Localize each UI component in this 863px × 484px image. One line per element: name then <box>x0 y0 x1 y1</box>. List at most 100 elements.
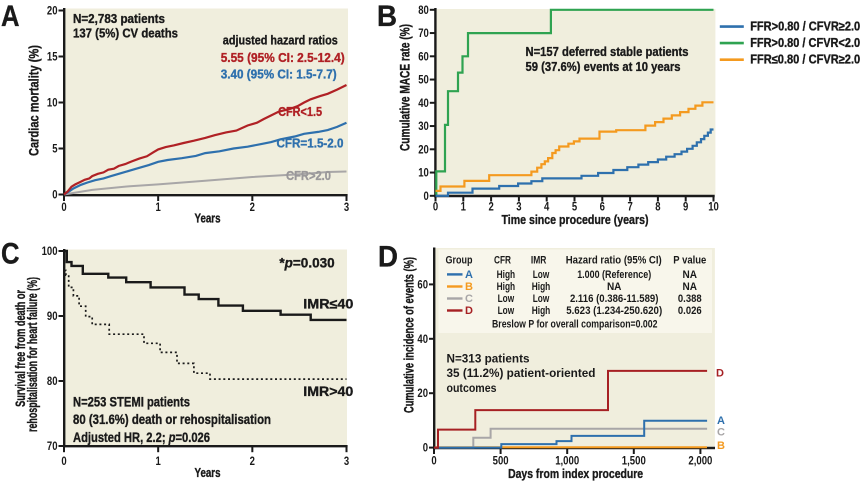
svg-text:90: 90 <box>47 311 58 323</box>
svg-text:3: 3 <box>344 456 349 468</box>
svg-text:15: 15 <box>47 52 58 64</box>
svg-text:IMR>40: IMR>40 <box>303 384 353 399</box>
svg-text:N=157 deferred stable patients: N=157 deferred stable patients <box>526 44 689 59</box>
svg-text:FFR>0.80 / CFVR≥2.0: FFR>0.80 / CFVR≥2.0 <box>750 19 860 33</box>
svg-text:20: 20 <box>418 144 429 156</box>
svg-text:High: High <box>497 269 516 281</box>
svg-text:0.388: 0.388 <box>678 293 702 305</box>
svg-text:80 (31.6%) death or rehospital: 80 (31.6%) death or rehospitalisation <box>73 412 271 427</box>
svg-text:1.000 (Reference): 1.000 (Reference) <box>577 269 651 281</box>
svg-text:60: 60 <box>417 279 428 291</box>
svg-text:High: High <box>532 305 551 317</box>
svg-text:Time since procedure (years): Time since procedure (years) <box>502 212 649 227</box>
svg-text:P value: P value <box>673 255 706 267</box>
svg-text:Adjusted HR, 2.2; p=0.026: Adjusted HR, 2.2; p=0.026 <box>73 430 210 445</box>
svg-text:Low: Low <box>498 293 515 305</box>
svg-text:10: 10 <box>708 202 719 214</box>
svg-text:Low: Low <box>533 269 550 281</box>
svg-text:3.40 (95% CI: 1.5-7.7): 3.40 (95% CI: 1.5-7.7) <box>221 67 337 82</box>
svg-text:30: 30 <box>418 121 429 133</box>
svg-text:Cumulative incidence of events: Cumulative incidence of events (%) <box>401 257 417 413</box>
svg-text:2: 2 <box>250 202 255 214</box>
svg-text:0.026: 0.026 <box>678 305 702 317</box>
svg-text:N=253 STEMI patients: N=253 STEMI patients <box>73 394 190 409</box>
svg-text:80: 80 <box>47 376 58 388</box>
svg-text:C: C <box>1 238 20 271</box>
svg-text:*p=0.030: *p=0.030 <box>279 255 334 270</box>
svg-text:FFR>0.80 / CFVR<2.0: FFR>0.80 / CFVR<2.0 <box>750 36 860 50</box>
svg-text:CFR=1.5-2.0: CFR=1.5-2.0 <box>277 136 344 151</box>
svg-text:rehospitalisation for heart fa: rehospitalisation for heart failure (%) <box>24 277 40 432</box>
svg-text:1: 1 <box>156 456 162 468</box>
svg-text:0: 0 <box>52 190 57 202</box>
svg-text:Days from index procedure: Days from index procedure <box>508 466 643 481</box>
svg-text:2: 2 <box>250 456 255 468</box>
svg-text:3: 3 <box>344 202 349 214</box>
svg-text:FFR≤0.80 / CFVR≥2.0: FFR≤0.80 / CFVR≥2.0 <box>750 52 860 66</box>
svg-text:Group: Group <box>446 255 473 267</box>
svg-text:Cumulative MACE rate (%): Cumulative MACE rate (%) <box>397 24 413 151</box>
svg-text:5: 5 <box>52 144 58 156</box>
svg-text:D: D <box>465 305 473 317</box>
svg-text:20: 20 <box>417 388 428 400</box>
svg-text:N=313 patients: N=313 patients <box>447 353 530 365</box>
svg-text:B: B <box>377 0 397 33</box>
svg-text:137 (5%) CV deaths: 137 (5%) CV deaths <box>73 26 178 41</box>
svg-text:20: 20 <box>47 6 58 18</box>
svg-text:60: 60 <box>418 51 429 63</box>
svg-text:Years: Years <box>195 211 221 226</box>
svg-text:40: 40 <box>418 98 429 110</box>
svg-text:6: 6 <box>600 202 605 214</box>
svg-text:IMR: IMR <box>531 255 547 267</box>
svg-text:40: 40 <box>417 334 428 346</box>
svg-text:A: A <box>717 415 725 427</box>
svg-text:2: 2 <box>488 202 493 214</box>
svg-text:Years: Years <box>195 465 221 480</box>
svg-text:3: 3 <box>516 202 521 214</box>
svg-text:NA: NA <box>607 281 622 293</box>
svg-text:CFR>2.0: CFR>2.0 <box>286 168 331 183</box>
svg-text:0: 0 <box>433 202 438 214</box>
svg-text:High: High <box>497 281 516 293</box>
svg-text:0: 0 <box>424 191 429 203</box>
svg-text:Hazard ratio (95% CI): Hazard ratio (95% CI) <box>566 255 662 267</box>
svg-text:0: 0 <box>431 456 436 468</box>
svg-text:5.55 (95% CI: 2.5-12.4): 5.55 (95% CI: 2.5-12.4) <box>221 50 345 65</box>
svg-text:8: 8 <box>655 202 661 214</box>
svg-text:59 (37.6%) events at 10 years: 59 (37.6%) events at 10 years <box>526 59 681 74</box>
svg-text:C: C <box>465 293 473 305</box>
svg-text:D: D <box>716 368 724 380</box>
svg-text:Low: Low <box>533 293 550 305</box>
svg-text:1,500: 1,500 <box>622 456 646 468</box>
svg-text:35 (11.2%) patient-oriented: 35 (11.2%) patient-oriented <box>447 368 596 380</box>
svg-text:80: 80 <box>418 5 429 17</box>
svg-text:50: 50 <box>418 75 429 87</box>
svg-text:B: B <box>465 281 473 293</box>
svg-text:A: A <box>465 269 473 281</box>
svg-text:4: 4 <box>544 202 550 214</box>
svg-text:Survival free from death or: Survival free from death or <box>12 290 28 407</box>
svg-text:1,000: 1,000 <box>555 456 579 468</box>
svg-text:5.623 (1.234-250.620): 5.623 (1.234-250.620) <box>566 305 662 317</box>
svg-text:0: 0 <box>423 443 428 455</box>
svg-text:NA: NA <box>683 269 698 281</box>
svg-text:10: 10 <box>418 168 429 180</box>
svg-text:1: 1 <box>461 202 467 214</box>
svg-text:CFR<1.5: CFR<1.5 <box>278 104 322 119</box>
svg-text:NA: NA <box>683 281 698 293</box>
svg-text:10: 10 <box>47 98 58 110</box>
svg-text:70: 70 <box>418 28 429 40</box>
svg-text:B: B <box>717 440 725 452</box>
svg-text:100: 100 <box>42 246 58 258</box>
svg-text:5: 5 <box>572 202 578 214</box>
svg-text:Low: Low <box>498 305 515 317</box>
svg-text:9: 9 <box>683 202 688 214</box>
svg-text:Breslow P for overall comparis: Breslow P for overall comparison=0.002 <box>492 319 658 331</box>
svg-text:0: 0 <box>61 456 66 468</box>
svg-text:N=2,783 patients: N=2,783 patients <box>73 11 165 26</box>
svg-text:0: 0 <box>61 202 66 214</box>
svg-text:IMR≤40: IMR≤40 <box>303 297 353 312</box>
svg-text:1: 1 <box>156 202 162 214</box>
svg-text:High: High <box>532 281 551 293</box>
svg-text:7: 7 <box>627 202 632 214</box>
